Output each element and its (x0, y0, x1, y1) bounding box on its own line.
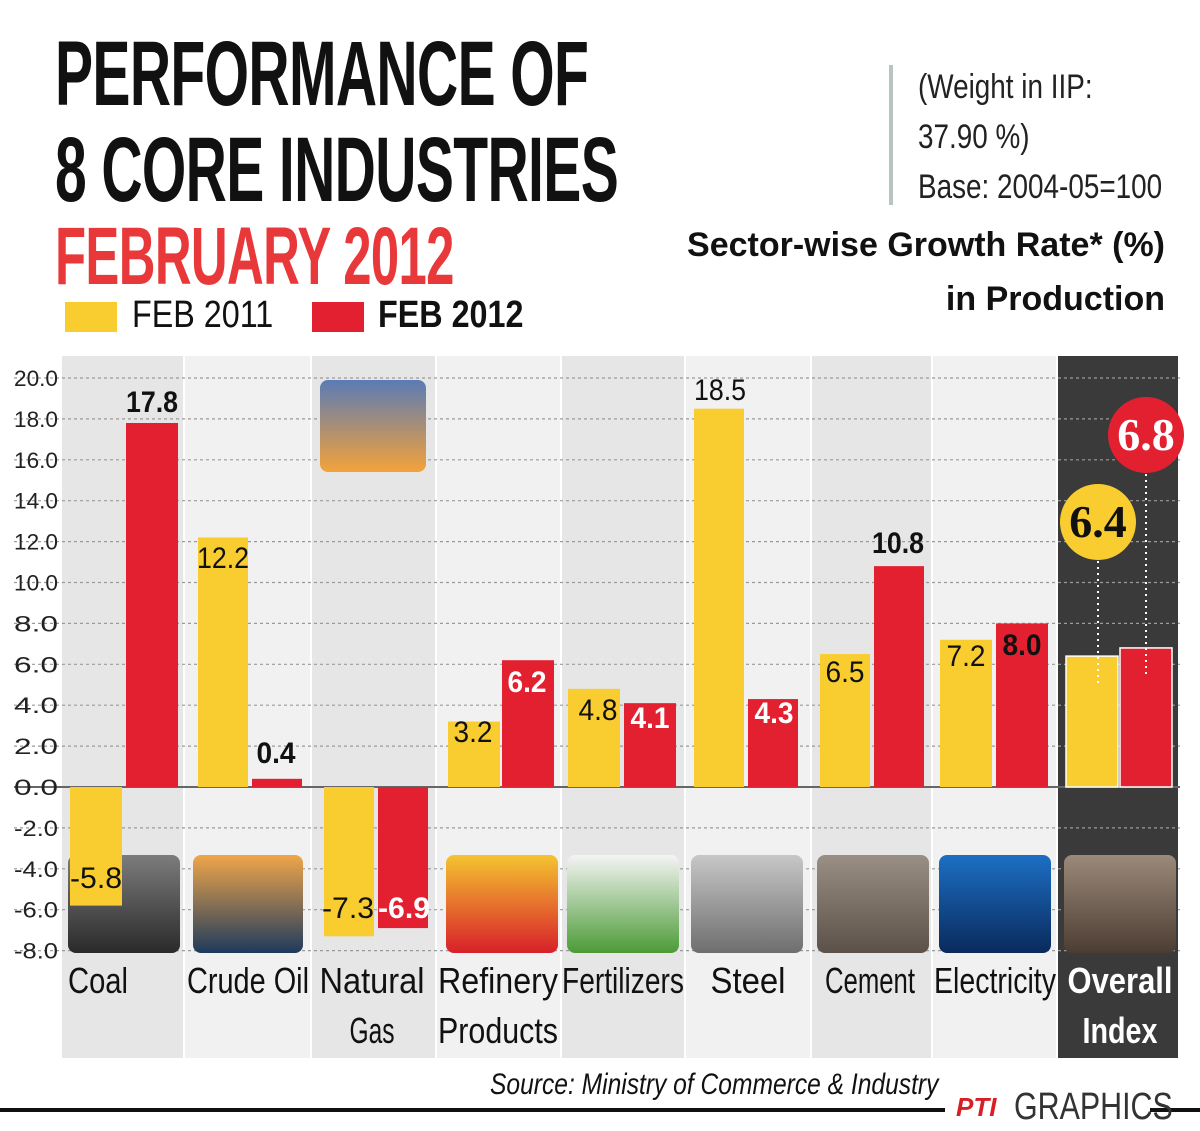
bar-feb2012 (624, 703, 676, 787)
data-label: -6.9 (378, 892, 430, 925)
category-label: Cement (825, 960, 915, 1001)
data-label: -5.8 (70, 862, 122, 895)
category-label: Coal (68, 960, 128, 1001)
y-tick-label: 0.0 (14, 775, 58, 800)
bar-feb2012 (378, 787, 428, 929)
category-label: Steel (711, 960, 786, 1001)
data-label: 4.1 (631, 702, 670, 735)
bar-feb2011 (1065, 655, 1119, 788)
column-panel (312, 356, 435, 1058)
data-label: 6.5 (826, 656, 865, 689)
category-label: Electricity (934, 960, 1056, 1001)
category-label: Crude Oil (187, 960, 309, 1001)
data-label: -7.3 (322, 892, 374, 925)
y-tick-label: 4.0 (14, 693, 58, 718)
bar-chart: 20.0 18.0 16.0 14.0 12.0 10.0 8.0 6.0 4.0 2.0 0.0 -… (14, 356, 1184, 1058)
bar-feb2012 (874, 566, 924, 787)
category-label: Products (438, 1010, 558, 1051)
y-tick-label: 16.0 (14, 448, 58, 473)
construction-crane-icon (1064, 855, 1176, 953)
chart-subtitle-1: Sector-wise Growth Rate* (%) (687, 226, 1165, 264)
bar-feb2011 (448, 721, 500, 787)
y-tick-label: -6.0 (14, 898, 58, 923)
title-line-3: FEBRUARY 2012 (55, 211, 454, 302)
y-tick-label: -2.0 (14, 816, 58, 841)
legend-swatch-feb2012 (312, 302, 364, 332)
bar-feb2011 (940, 639, 992, 787)
bar-feb2012 (1119, 647, 1173, 788)
oil-pump-icon (193, 855, 303, 953)
y-tick-label: 12.0 (14, 530, 58, 555)
y-tick-label: 10.0 (14, 571, 58, 596)
y-tick-label: -8.0 (14, 939, 58, 964)
y-tick-label: 8.0 (14, 611, 58, 636)
pti-graphics-label: GRAPHICS (1014, 1086, 1173, 1128)
bar-feb2011 (70, 787, 122, 906)
bar-feb2012 (748, 699, 798, 787)
data-label: 4.3 (755, 697, 794, 730)
data-label: 6.8 (1117, 409, 1175, 460)
title-line-2: 8 CORE INDUSTRIES (55, 119, 619, 221)
category-label: Gas (350, 1010, 395, 1051)
bar-feb2011 (820, 654, 870, 787)
bar-feb2011 (694, 408, 744, 787)
legend-label-feb2012: FEB 2012 (378, 294, 524, 336)
fertilizer-sack-icon (567, 855, 679, 953)
data-label: 3.2 (454, 716, 493, 749)
value-bubble (1060, 484, 1136, 560)
value-bubble (1108, 397, 1184, 473)
bar-feb2012 (126, 422, 178, 787)
y-tick-label: 2.0 (14, 734, 58, 759)
data-label: 18.5 (694, 374, 746, 407)
data-label: 12.2 (197, 542, 249, 575)
category-label: Natural (320, 960, 425, 1001)
data-label: 4.8 (579, 694, 618, 727)
light-bulb-icon (939, 855, 1051, 953)
bar-feb2011 (324, 787, 374, 937)
weight-line-2: 37.90 %) (918, 118, 1030, 156)
title-line-1: PERFORMANCE OF (55, 23, 589, 125)
y-tick-label: 14.0 (14, 489, 58, 514)
data-label: 10.8 (872, 527, 924, 560)
data-label: 8.0 (1003, 629, 1042, 662)
data-label: 7.2 (947, 640, 986, 673)
legend-label-feb2011: FEB 2011 (132, 294, 274, 336)
y-tick-label: 6.0 (14, 652, 58, 677)
category-label: Fertilizers (562, 960, 684, 1001)
y-tick-label: -4.0 (14, 857, 58, 882)
weight-divider (889, 65, 893, 205)
footer-rule-right (1150, 1108, 1200, 1112)
category-label: Index (1083, 1010, 1158, 1051)
data-label: 6.4 (1069, 496, 1127, 547)
pti-logo: PTI (956, 1092, 997, 1122)
y-tick-label: 18.0 (14, 407, 58, 432)
source-note: Source: Ministry of Commerce & Industry (490, 1068, 939, 1101)
bar-feb2012 (502, 660, 554, 787)
category-label: Overall (1068, 960, 1173, 1001)
base-line: Base: 2004-05=100 (918, 168, 1163, 206)
gas-flame-icon (320, 380, 426, 472)
bar-feb2012 (252, 778, 302, 787)
data-label: 17.8 (126, 386, 178, 419)
y-tick-label: 20.0 (14, 366, 58, 391)
bar-feb2011 (568, 688, 620, 787)
data-label: 6.2 (508, 666, 547, 699)
bar-feb2011 (198, 537, 248, 787)
legend-swatch-feb2011 (65, 302, 117, 332)
cement-icon (817, 855, 929, 953)
weight-line-1: (Weight in IIP: (918, 68, 1093, 106)
chart-subtitle-2: in Production (945, 280, 1165, 318)
bar-feb2012 (996, 623, 1048, 787)
footer-rule (0, 1108, 945, 1112)
category-label: Refinery (438, 960, 558, 1001)
data-label: 0.4 (257, 737, 296, 770)
fuel-nozzle-icon (446, 855, 558, 953)
steel-bars-icon (691, 855, 803, 953)
